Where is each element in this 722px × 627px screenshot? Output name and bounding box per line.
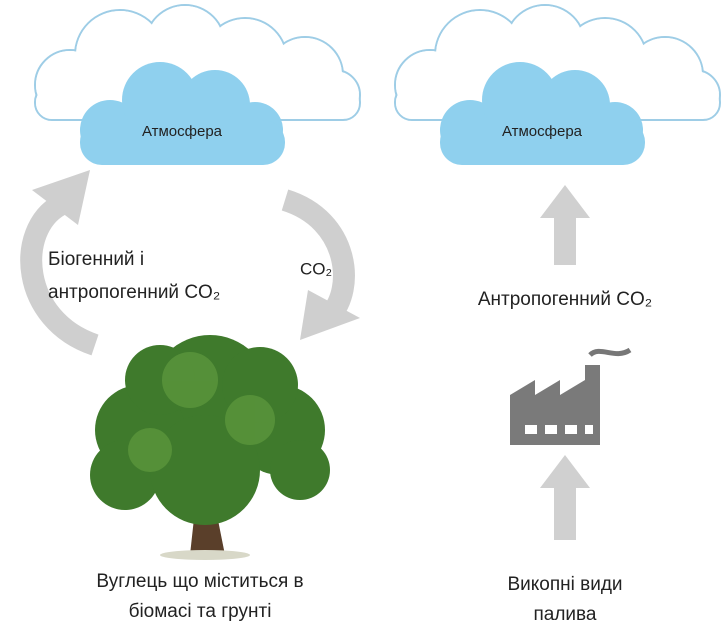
diagram: Атмосфера Атмосфера Біогенний і антропог… <box>0 0 722 627</box>
cloud-label: Атмосфера <box>142 123 223 140</box>
cycle-label: Біогенний і <box>48 249 144 270</box>
factory <box>510 350 630 445</box>
source-label: палива <box>533 604 596 625</box>
co2-label: CO₂ <box>300 259 332 278</box>
source-label: Викопні види <box>507 574 622 595</box>
source-label: Вуглець що міститься в <box>96 571 303 592</box>
cloud-label: Атмосфера <box>502 123 583 140</box>
emission-label: Антропогенний CO₂ <box>478 289 652 310</box>
source-label: біомасі та грунті <box>129 601 272 622</box>
right-cloud <box>395 5 720 165</box>
left-cloud <box>35 5 360 165</box>
tree <box>90 335 330 560</box>
cycle-label: антропогенний CO₂ <box>48 282 220 303</box>
up-arrow <box>540 185 590 540</box>
